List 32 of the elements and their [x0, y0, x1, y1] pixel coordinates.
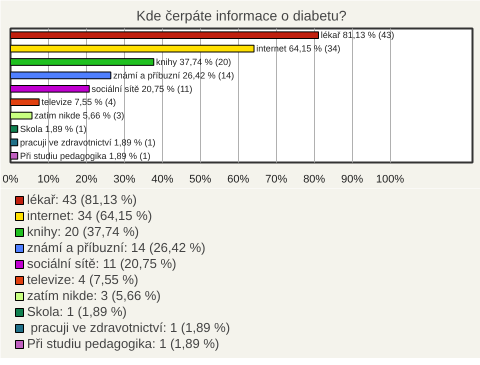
legend-label: knihy: 20 (37,74 %)	[27, 224, 140, 239]
legend-label: pracuji ve zdravotnictví: 1 (1,89 %)	[30, 320, 230, 335]
x-tick-label: 80%	[303, 174, 326, 186]
category-label: Skola 1,89 % (1)	[20, 124, 86, 134]
category-label: knihy 37,74 % (20)	[156, 57, 232, 67]
category-label: pracuji ve zdravotnictví 1,89 % (1)	[20, 137, 156, 148]
legend-label: internet: 34 (64,15 %)	[27, 208, 152, 223]
category-label: lékař 81,13 % (43)	[320, 30, 394, 40]
x-tick-label: 10%	[37, 174, 60, 186]
x-tick-label: 0%	[2, 174, 19, 186]
x-tick-label: 40%	[151, 174, 174, 186]
legend-label: sociální sítě: 11 (20,75 %)	[27, 256, 176, 271]
legend-label: zatím nikde: 3 (5,66 %)	[27, 288, 161, 303]
legend-label: Při studiu pedagogika: 1 (1,89 %)	[27, 336, 220, 351]
category-label: známí a příbuzní 26,42 % (14)	[113, 70, 234, 80]
legend-label: lékař: 43 (81,13 %)	[27, 192, 137, 207]
legend-label: známí a příbuzní: 14 (26,42 %)	[27, 240, 206, 255]
x-tick-label: 100%	[376, 174, 404, 186]
category-label: Při studiu pedagogika 1,89 % (1)	[20, 150, 151, 161]
x-tick-label: 50%	[189, 174, 212, 186]
x-tick-label: 20%	[75, 174, 98, 186]
x-tick-label: 70%	[265, 174, 288, 186]
x-tick-label: 60%	[227, 174, 250, 186]
x-tick-label: 90%	[341, 174, 364, 186]
chart-title: Kde čerpáte informace o diabetu?	[136, 8, 347, 24]
category-label: internet 64,15 % (34)	[256, 44, 340, 54]
category-label: zatím nikde 5,66 % (3)	[34, 110, 124, 121]
legend-label: Skola: 1 (1,89 %)	[27, 304, 127, 319]
legend-label: televize: 4 (7,55 %)	[27, 272, 138, 287]
x-tick-label: 30%	[113, 174, 136, 186]
category-label: televize 7,55 % (4)	[41, 97, 116, 108]
category-label: sociální sítě 20,75 % (11)	[92, 84, 192, 94]
